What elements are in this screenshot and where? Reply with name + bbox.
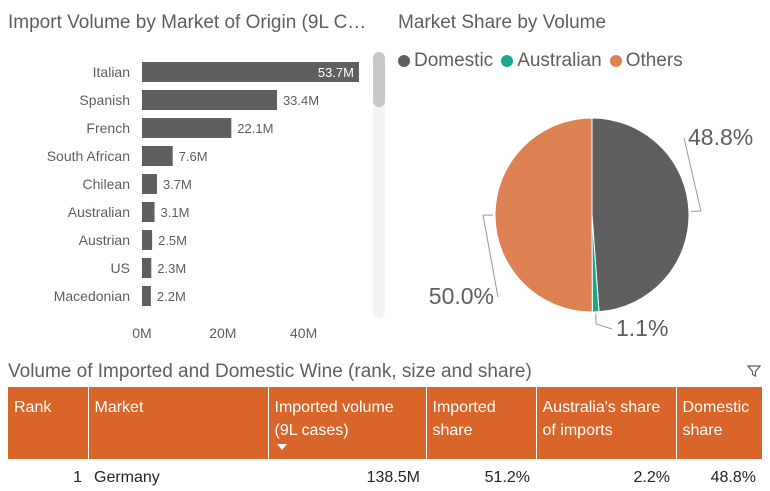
pie-slice-others[interactable] bbox=[494, 117, 593, 313]
bar[interactable] bbox=[142, 174, 157, 194]
wine-table: Rank Market Imported volume (9L cases) I… bbox=[8, 387, 762, 491]
bar[interactable] bbox=[142, 146, 173, 166]
pie-leader-line bbox=[595, 313, 613, 330]
bar-data-label: 3.1M bbox=[161, 205, 190, 220]
bar-category-label: Chilean bbox=[83, 176, 130, 192]
pie-leader-line bbox=[683, 137, 702, 212]
bar-data-label: 53.7M bbox=[318, 65, 354, 80]
table-row[interactable]: 1 Germany 138.5M 51.2% 2.2% 48.8% bbox=[8, 459, 762, 491]
header-domestic-share-label: Domestic share bbox=[682, 399, 750, 439]
bar-chart-scrollbar[interactable] bbox=[373, 52, 385, 318]
bar[interactable] bbox=[142, 90, 277, 110]
header-australia-share[interactable]: Australia's share of imports bbox=[536, 387, 677, 459]
legend-label-australian: Australian bbox=[517, 50, 602, 71]
pie-data-label: 50.0% bbox=[429, 283, 494, 309]
bar-data-label: 2.5M bbox=[158, 233, 187, 248]
bar-category-label: Austrian bbox=[79, 232, 130, 248]
header-domestic-share[interactable]: Domestic share bbox=[676, 387, 762, 459]
pie-slice-domestic[interactable] bbox=[591, 117, 690, 313]
header-market-label: Market bbox=[94, 399, 144, 416]
bar-data-label: 3.7M bbox=[163, 177, 192, 192]
legend-label-domestic: Domestic bbox=[414, 50, 494, 71]
header-imported-volume-label: Imported volume (9L cases) bbox=[274, 399, 394, 439]
bar[interactable] bbox=[142, 230, 153, 250]
x-tick-label: 20M bbox=[209, 325, 236, 341]
bar-chart: Italian 53.7M Spanish 33.4M French 22.1M South… bbox=[47, 62, 359, 341]
pie-data-label: 1.1% bbox=[616, 315, 668, 341]
legend-label-others: Others bbox=[625, 50, 683, 71]
legend-entry-others[interactable]: Others bbox=[609, 50, 683, 72]
bar-category-label: South African bbox=[47, 148, 130, 164]
header-imported-share[interactable]: Imported share bbox=[426, 387, 537, 459]
legend-dot-domestic bbox=[398, 55, 410, 67]
filter-icon[interactable] bbox=[746, 363, 762, 379]
header-rank-label: Rank bbox=[14, 399, 52, 416]
cell-imported-volume: 138.5M bbox=[366, 469, 420, 486]
bar-data-label: 33.4M bbox=[283, 93, 319, 108]
bar-category-label: Italian bbox=[93, 64, 130, 80]
pie-chart-title: Market Share by Volume bbox=[398, 12, 607, 33]
header-market[interactable]: Market bbox=[88, 387, 269, 459]
cell-market: Germany bbox=[94, 469, 160, 486]
header-imported-share-label: Imported share bbox=[432, 399, 496, 439]
bar[interactable] bbox=[142, 202, 155, 222]
bar-category-label: French bbox=[86, 120, 130, 136]
bar-data-label: 2.2M bbox=[157, 289, 186, 304]
header-australia-share-label: Australia's share of imports bbox=[542, 399, 661, 439]
legend-dot-australian bbox=[501, 55, 514, 67]
pie-leader-line bbox=[482, 214, 499, 298]
bar[interactable] bbox=[142, 62, 359, 82]
table-header-row: Rank Market Imported volume (9L cases) I… bbox=[8, 387, 762, 459]
bar-category-label: Australian bbox=[68, 204, 130, 220]
bar[interactable] bbox=[142, 286, 151, 306]
header-rank[interactable]: Rank bbox=[8, 387, 89, 459]
sort-descending-icon[interactable] bbox=[276, 444, 287, 450]
legend-entry-domestic[interactable]: Domestic bbox=[398, 50, 493, 72]
pie-data-label: 48.8% bbox=[688, 124, 753, 150]
cell-domestic-share: 48.8% bbox=[710, 469, 756, 486]
bar-category-label: Macedonian bbox=[54, 288, 130, 304]
x-tick-label: 40M bbox=[290, 325, 317, 341]
bar-category-label: Spanish bbox=[79, 92, 130, 108]
table-title: Volume of Imported and Domestic Wine (ra… bbox=[8, 361, 532, 382]
bar-data-label: 7.6M bbox=[179, 149, 208, 164]
x-tick-label: 0M bbox=[132, 325, 151, 341]
bar-data-label: 22.1M bbox=[237, 121, 273, 136]
bar-chart-title: Import Volume by Market of Origin (9L C… bbox=[8, 12, 367, 33]
cell-australia-share: 2.2% bbox=[633, 469, 670, 486]
bar-data-label: 2.3M bbox=[157, 261, 186, 276]
scrollbar-thumb[interactable] bbox=[373, 52, 385, 107]
pie-chart: 48.8% 1.1% 50.0% bbox=[429, 117, 753, 341]
cell-imported-share: 51.2% bbox=[484, 469, 530, 486]
legend-dot-others bbox=[609, 55, 622, 67]
cell-rank: 1 bbox=[73, 469, 82, 486]
pie-legend: Domestic Australian Others bbox=[398, 50, 691, 72]
legend-entry-australian[interactable]: Australian bbox=[501, 50, 602, 72]
bar[interactable] bbox=[142, 118, 232, 138]
bar[interactable] bbox=[142, 258, 152, 278]
bar-category-label: US bbox=[111, 260, 130, 276]
header-imported-volume[interactable]: Imported volume (9L cases) bbox=[268, 387, 427, 459]
